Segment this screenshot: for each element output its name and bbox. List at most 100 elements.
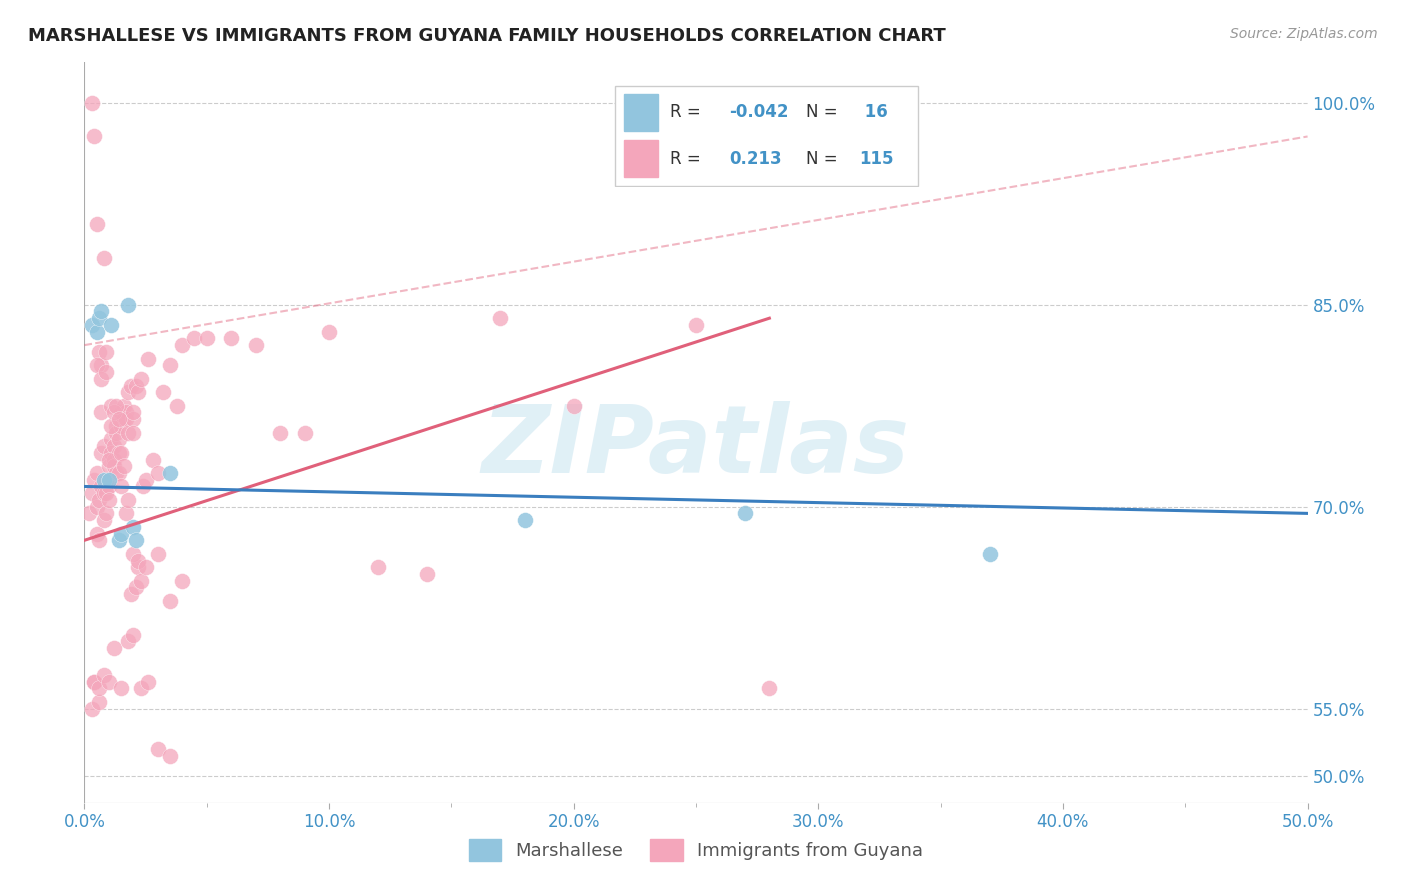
Point (97, 473, 120, 487)
Text: -0.042: -0.042 (730, 103, 789, 121)
Point (93, 486, 115, 500)
Point (97, 674, 120, 689)
Point (110, 405, 132, 419)
Point (245, 338, 267, 352)
Point (152, 385, 174, 400)
Point (146, 466, 169, 480)
Text: ZIPatlas: ZIPatlas (482, 401, 910, 493)
Point (367, 560, 389, 574)
Point (112, 459, 135, 474)
Point (96, 473, 118, 487)
Point (93, 473, 115, 487)
Point (135, 473, 157, 487)
Point (159, 594, 181, 608)
Point (159, 466, 181, 480)
Point (86, 217, 108, 231)
Point (122, 412, 145, 426)
Legend: Marshallese, Immigrants from Guyana: Marshallese, Immigrants from Guyana (461, 831, 931, 868)
Point (90, 405, 112, 419)
Point (112, 399, 135, 413)
Point (135, 560, 157, 574)
Point (513, 513, 536, 527)
Point (100, 318, 122, 332)
Point (90, 359, 112, 373)
Text: MARSHALLESE VS IMMIGRANTS FROM GUYANA FAMILY HOUSEHOLDS CORRELATION CHART: MARSHALLESE VS IMMIGRANTS FROM GUYANA FA… (28, 27, 946, 45)
Point (107, 412, 129, 426)
Point (146, 547, 169, 561)
Point (110, 446, 132, 460)
Point (105, 399, 128, 413)
Point (93, 513, 115, 527)
Point (107, 466, 129, 480)
Point (195, 331, 218, 345)
Text: R =: R = (671, 103, 702, 121)
Point (416, 566, 439, 581)
Point (87, 311, 110, 326)
Point (105, 466, 128, 480)
Point (125, 581, 148, 595)
Point (80, 318, 103, 332)
Point (103, 452, 125, 467)
Bar (624, 94, 658, 131)
Point (96, 365, 118, 379)
Point (172, 574, 194, 588)
Point (110, 479, 132, 493)
Point (80, 95, 103, 110)
Point (110, 526, 132, 541)
Bar (624, 140, 658, 177)
Point (117, 425, 139, 440)
Point (87, 681, 110, 696)
Point (103, 640, 125, 655)
FancyBboxPatch shape (614, 86, 918, 186)
Point (734, 507, 756, 521)
Point (142, 452, 165, 467)
Point (172, 338, 194, 352)
Point (90, 446, 112, 460)
Point (562, 399, 585, 413)
Point (117, 634, 139, 648)
Text: 16: 16 (859, 103, 887, 121)
Point (83, 674, 105, 689)
Point (120, 378, 142, 392)
Point (294, 425, 316, 440)
Point (127, 385, 149, 400)
Point (183, 331, 205, 345)
Point (87, 533, 110, 548)
Point (86, 466, 108, 480)
Point (122, 425, 145, 440)
Point (125, 533, 148, 548)
Text: 115: 115 (859, 150, 894, 168)
Point (97, 473, 120, 487)
Point (80, 701, 103, 715)
Point (122, 405, 145, 419)
Point (80, 486, 103, 500)
Point (758, 681, 780, 696)
Point (219, 331, 242, 345)
Point (129, 574, 152, 588)
Point (136, 674, 159, 689)
Point (122, 547, 145, 561)
Point (103, 439, 125, 453)
Point (97, 452, 120, 467)
Point (96, 344, 118, 359)
Text: Source: ZipAtlas.com: Source: ZipAtlas.com (1230, 27, 1378, 41)
Point (112, 412, 135, 426)
Text: N =: N = (807, 150, 838, 168)
Point (115, 405, 138, 419)
Point (87, 344, 110, 359)
Point (86, 325, 108, 339)
Point (685, 318, 707, 332)
Text: 0.213: 0.213 (730, 150, 782, 168)
Text: R =: R = (671, 150, 702, 168)
Point (87, 695, 110, 709)
Point (117, 298, 139, 312)
Point (87, 492, 110, 507)
Point (489, 311, 512, 326)
Point (83, 674, 105, 689)
Point (159, 748, 181, 763)
Point (97, 479, 120, 493)
Point (90, 479, 112, 493)
Point (96, 507, 118, 521)
Point (100, 433, 122, 447)
Point (127, 560, 149, 574)
